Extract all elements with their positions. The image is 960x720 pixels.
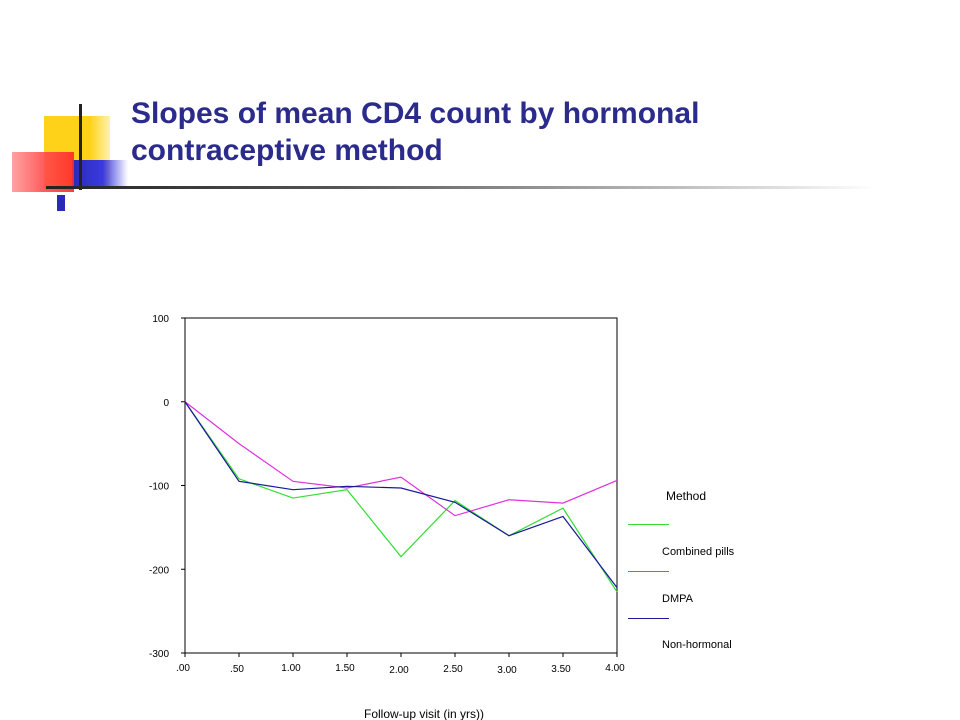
x-tick-label: 2.00 — [389, 665, 409, 676]
y-tick-label: 0 — [163, 398, 169, 409]
x-tick-label: 3.00 — [497, 665, 517, 676]
legend-swatch — [628, 618, 669, 619]
y-axis: 100 0 -100 -200 -300 — [149, 314, 185, 660]
x-tick-label: 1.50 — [335, 663, 355, 674]
legend-swatch — [628, 524, 669, 525]
x-axis: .00 .50 1.00 1.50 2.00 2.50 3.00 3.50 4.00 — [176, 653, 625, 676]
y-tick-label: 100 — [152, 314, 169, 325]
x-tick-label: .50 — [230, 664, 244, 675]
legend-label: Combined pills — [662, 546, 735, 558]
title-underline — [46, 186, 876, 189]
x-tick-label: 2.50 — [443, 664, 463, 675]
decor-blue-small-square — [57, 195, 65, 211]
legend-label: DMPA — [662, 593, 693, 605]
x-tick-label: .00 — [176, 663, 190, 674]
decor-vertical-line — [79, 104, 82, 190]
x-tick-label: 1.00 — [281, 663, 301, 674]
x-tick-label: 4.00 — [605, 663, 625, 674]
series-line-0 — [184, 401, 618, 593]
x-tick-label: 3.50 — [551, 664, 571, 675]
slide-title: Slopes of mean CD4 count by hormonal con… — [131, 97, 700, 167]
series-line-1 — [184, 401, 618, 517]
legend-label: Non-hormonal — [662, 639, 732, 651]
series-lines — [184, 401, 618, 593]
y-tick-label: -100 — [149, 482, 169, 493]
y-tick-label: -200 — [149, 565, 169, 576]
plot-frame — [184, 317, 618, 654]
series-line-2 — [184, 401, 618, 589]
x-axis-label: Follow-up visit (in yrs)) — [364, 707, 484, 720]
legend-swatch — [628, 571, 669, 572]
y-tick-label: -300 — [149, 649, 169, 660]
decor-red-square — [12, 152, 74, 192]
legend-title: Method — [666, 489, 707, 503]
